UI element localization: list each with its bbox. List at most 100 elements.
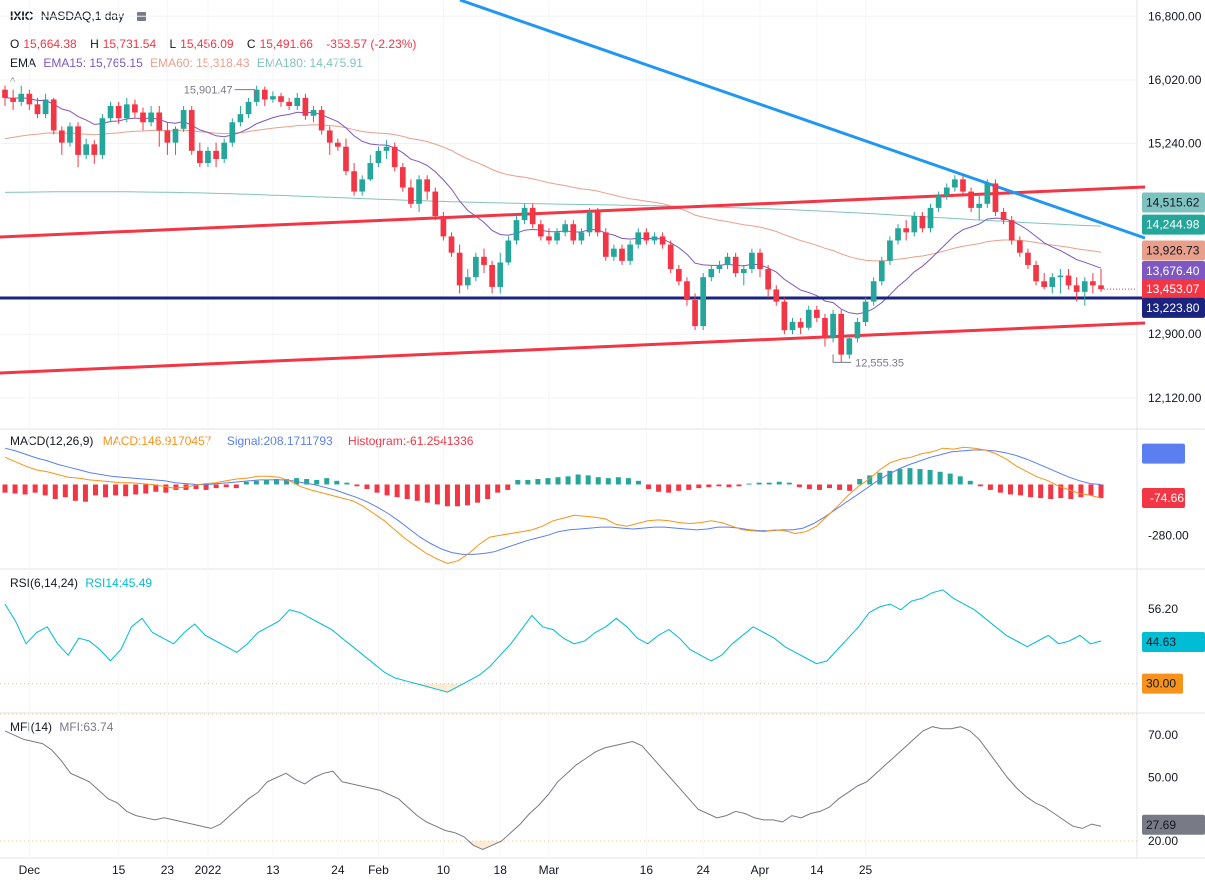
mfi-title: MFI(14) bbox=[10, 720, 52, 734]
ema-legend[interactable]: EMA EMA15: 15,765.15 EMA60: 15,318.43 EM… bbox=[10, 56, 367, 70]
macd-histogram-bar bbox=[1008, 484, 1014, 495]
macd-histogram-bar bbox=[977, 484, 983, 487]
macd-histogram-bar bbox=[273, 479, 279, 485]
macd-histogram-bar bbox=[364, 484, 370, 490]
mfi-legend[interactable]: MFI(14) MFI:63.74 bbox=[10, 720, 113, 734]
macd-histogram-bar bbox=[555, 477, 561, 485]
candle-body bbox=[537, 224, 544, 237]
candle-body bbox=[675, 269, 682, 282]
mfi-badge: 27.69 bbox=[1146, 818, 1176, 832]
candle-body bbox=[1065, 275, 1072, 286]
macd-histogram-bar bbox=[485, 484, 491, 499]
candle-body bbox=[984, 183, 991, 204]
macd-histogram-bar bbox=[575, 474, 581, 485]
macd-histogram-bar bbox=[927, 469, 933, 485]
candle-body bbox=[99, 118, 106, 155]
macd-histogram-bar bbox=[706, 484, 712, 488]
candle-body bbox=[895, 228, 901, 241]
time-axis-label: Mar bbox=[539, 863, 560, 877]
candle-body bbox=[58, 130, 65, 143]
candle-body bbox=[26, 93, 33, 105]
lower-channel-line bbox=[0, 321, 1146, 375]
price-tick-label: 16,800.00 bbox=[1148, 9, 1202, 23]
high-value: 15,731.54 bbox=[102, 37, 157, 51]
candle-body bbox=[700, 277, 707, 327]
candle-body bbox=[521, 207, 528, 221]
candle-body bbox=[253, 89, 260, 102]
high-annotation: 15,901.47 bbox=[184, 85, 233, 97]
candle-body bbox=[278, 96, 284, 102]
macd-histogram-bar bbox=[173, 484, 179, 490]
macd-badge-bg bbox=[1142, 488, 1185, 509]
time-axis-label: 18 bbox=[494, 863, 508, 877]
time-axis-label: Feb bbox=[368, 863, 389, 877]
macd-histogram-bar bbox=[203, 484, 209, 490]
candle-body bbox=[692, 300, 698, 327]
macd-histogram-bar bbox=[1018, 484, 1024, 496]
downtrend-line bbox=[459, 0, 1146, 240]
time-axis-label: 2022 bbox=[195, 863, 222, 877]
candle-body bbox=[911, 216, 918, 233]
price-badge-bg bbox=[1142, 297, 1205, 318]
close-label: C bbox=[246, 37, 256, 51]
macd-histogram-bar bbox=[193, 484, 199, 490]
macd-histogram-bar bbox=[505, 484, 511, 490]
macd-histogram-bar bbox=[877, 472, 883, 485]
candle-body bbox=[383, 146, 390, 151]
macd-histogram-bar bbox=[1058, 484, 1064, 499]
candle-body bbox=[140, 112, 146, 123]
macd-histogram-bar bbox=[696, 484, 702, 489]
candle-body bbox=[156, 112, 163, 131]
macd-histogram-bar bbox=[324, 478, 330, 485]
time-axis-label: 15 bbox=[112, 863, 126, 877]
candle-body bbox=[50, 99, 57, 131]
macd-legend[interactable]: MACD(12,26,9) MACD:146.9170457 Signal:20… bbox=[10, 434, 473, 448]
price-tick-label: 16,020.00 bbox=[1148, 73, 1202, 87]
macd-badge: -74.66 bbox=[1150, 491, 1184, 505]
macd-histogram-bar bbox=[796, 484, 802, 488]
macd-line bbox=[4, 446, 1102, 565]
macd-histogram-bar bbox=[1078, 484, 1084, 498]
candle-body bbox=[416, 179, 422, 204]
candle-body bbox=[732, 256, 739, 274]
candle-body bbox=[1033, 264, 1039, 282]
macd-histogram-bar bbox=[72, 484, 78, 501]
candle-body bbox=[570, 224, 577, 241]
macd-histogram-bar bbox=[967, 480, 973, 485]
collapse-legend-icon[interactable]: ^ bbox=[10, 76, 16, 88]
candle-body bbox=[505, 240, 512, 263]
rsi-oversold-fill bbox=[416, 683, 469, 693]
candle-body bbox=[968, 191, 974, 208]
time-axis-label: 16 bbox=[640, 863, 654, 877]
macd-histogram-bar bbox=[565, 476, 571, 485]
candle-body bbox=[213, 150, 219, 159]
low-annotation: 12,555.35 bbox=[855, 357, 904, 369]
signal-line bbox=[4, 447, 1102, 555]
candle-body bbox=[302, 97, 309, 116]
candle-body bbox=[294, 97, 301, 106]
macd-histogram-bar bbox=[284, 479, 290, 485]
candle-body bbox=[870, 281, 877, 302]
price-badge-bg bbox=[1142, 240, 1205, 261]
candle-body bbox=[270, 96, 276, 100]
high-label: H bbox=[90, 37, 99, 51]
rsi-level-badge-bg bbox=[1142, 673, 1183, 694]
macd-histogram-bar bbox=[857, 479, 863, 485]
high-marker-line bbox=[234, 89, 256, 98]
macd-histogram-bar bbox=[233, 484, 239, 489]
candle-body bbox=[789, 322, 796, 331]
candle-body bbox=[1025, 252, 1031, 265]
price-badge-bg bbox=[1142, 279, 1205, 300]
candle-body bbox=[667, 244, 674, 270]
mfi-value: MFI:63.74 bbox=[59, 720, 114, 734]
candle-body bbox=[659, 236, 666, 245]
candle-body bbox=[115, 105, 122, 119]
candle-body bbox=[708, 269, 715, 278]
candle-body bbox=[1098, 285, 1104, 290]
candle-body bbox=[91, 144, 98, 155]
mfi-oversold-fill bbox=[464, 841, 502, 850]
time-axis-label: 24 bbox=[331, 863, 345, 877]
macd-histogram-bar bbox=[1038, 484, 1044, 499]
macd-histogram-bar bbox=[816, 484, 822, 490]
